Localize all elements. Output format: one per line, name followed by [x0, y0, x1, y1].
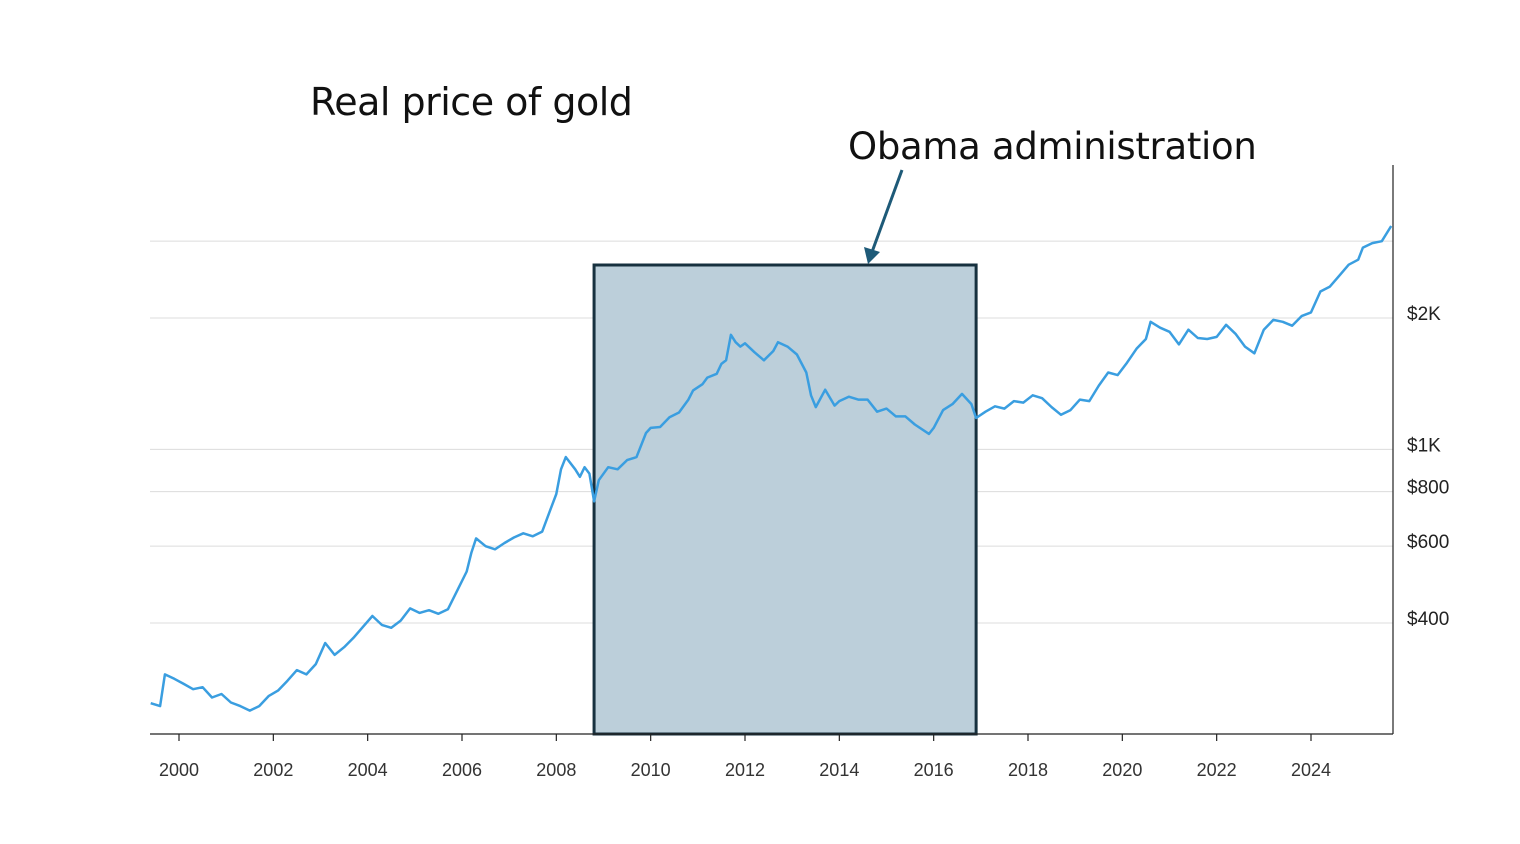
annotation-arrow — [864, 169, 904, 264]
arrow-head — [864, 247, 880, 264]
chart-title: Real price of gold — [310, 80, 633, 124]
x-tick-label: 2016 — [914, 760, 954, 780]
x-tick-label: 2002 — [253, 760, 293, 780]
x-tick-label: 2006 — [442, 760, 482, 780]
x-tick-label: 2012 — [725, 760, 765, 780]
obama-annotation-label: Obama administration — [848, 125, 1257, 168]
x-tick-label: 2000 — [159, 760, 199, 780]
x-tick-label: 2010 — [631, 760, 671, 780]
axes: $400 $600 $800 $1K $2K 2000 2002 2004 2006 2008 20… — [150, 165, 1449, 780]
y-tick-label: $600 — [1407, 532, 1449, 553]
x-tick-label: 2008 — [536, 760, 576, 780]
x-tick-label: 2020 — [1102, 760, 1142, 780]
x-tick-label: 2018 — [1008, 760, 1048, 780]
x-tick-label: 2022 — [1197, 760, 1237, 780]
x-tick-label: 2024 — [1291, 760, 1331, 780]
y-tick-label: $800 — [1407, 478, 1449, 499]
shaded-region-rect — [592, 263, 978, 736]
series-line-0 — [150, 225, 1393, 712]
price-series — [150, 225, 1393, 712]
x-tick-label: 2014 — [819, 760, 859, 780]
y-tick-label: $1K — [1407, 435, 1441, 456]
y-tick-label: $400 — [1407, 609, 1449, 630]
x-tick-label: 2004 — [348, 760, 388, 780]
obama-shaded-region — [592, 263, 978, 736]
arrow-shaft — [870, 169, 904, 253]
y-tick-label: $2K — [1407, 304, 1441, 325]
